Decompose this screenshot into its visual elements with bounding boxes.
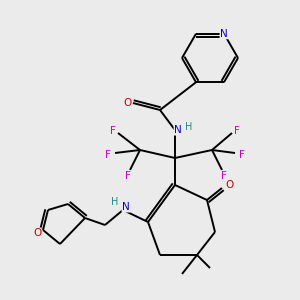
Text: F: F — [239, 150, 245, 160]
Text: N: N — [220, 29, 228, 39]
Text: N: N — [122, 202, 130, 212]
Text: F: F — [105, 150, 111, 160]
Text: O: O — [33, 228, 41, 238]
Text: H: H — [111, 197, 119, 207]
Text: N: N — [174, 125, 182, 135]
Text: F: F — [221, 171, 227, 181]
Text: F: F — [125, 171, 131, 181]
Text: F: F — [234, 126, 240, 136]
Text: H: H — [185, 122, 193, 132]
Text: O: O — [225, 180, 233, 190]
Text: F: F — [110, 126, 116, 136]
Text: O: O — [123, 98, 131, 108]
